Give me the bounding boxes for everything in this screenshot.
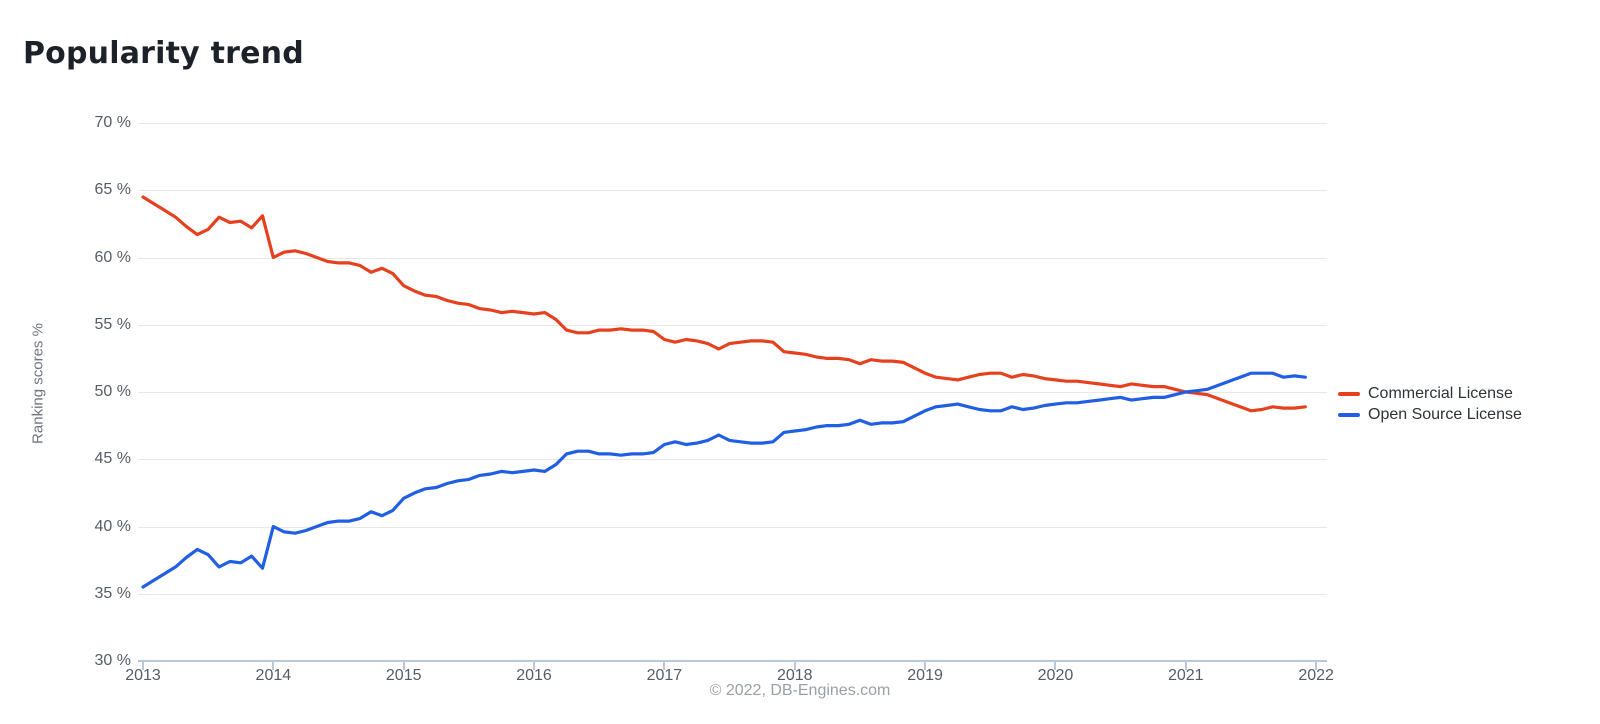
y-tick-label: 55 % [94,315,131,333]
x-tick-label: 2022 [1298,667,1334,684]
x-tick-label: 2015 [385,667,422,684]
y-tick-label: 60 % [94,248,131,266]
x-axis-tick [402,662,405,670]
gridline-70 [138,123,1327,124]
x-axis-tick [663,662,666,670]
x-axis-tick [1184,662,1187,670]
x-tick-label: 2014 [255,667,292,684]
x-axis-line [138,660,1327,662]
gridline-40 [138,526,1327,528]
legend-item-commercial-license: Commercial License [1338,383,1522,404]
legend-label: Open Source License [1368,405,1522,423]
gridline-45 [138,459,1327,461]
x-tick-label: 2017 [646,667,683,684]
legend-label: Commercial License [1368,384,1513,402]
y-tick-label: 35 % [94,584,131,602]
x-axis-tick [272,662,275,670]
page-title: Popularity trend [23,36,304,71]
x-axis-tick [533,662,536,670]
gridline-50 [138,392,1327,393]
series-line-commercial-license [141,195,1307,413]
series-line-open-source-license [141,371,1307,589]
chart-legend: Commercial License Open Source License [1338,383,1522,425]
gridline-35 [138,593,1327,595]
y-tick-label: 45 % [94,450,131,468]
x-axis-tick [793,662,796,670]
x-tick-label: 2018 [776,667,813,684]
x-tick-label: 2013 [125,667,161,684]
x-axis-tick [1054,662,1057,670]
legend-item-open-source-license: Open Source License [1338,404,1522,425]
x-tick-label: 2020 [1037,667,1074,684]
x-tick-label: 2019 [907,667,943,684]
y-tick-label: 50 % [94,383,131,400]
x-tick-label: 2021 [1167,667,1204,684]
gridline-60 [138,257,1327,259]
legend-line-swatch [1338,391,1360,396]
legend-line-swatch [1338,412,1360,417]
x-axis-tick [1315,662,1318,670]
y-tick-label: 30 % [94,652,131,669]
gridline-55 [138,324,1327,326]
y-tick-label: 40 % [94,517,131,535]
gridline-65 [138,190,1327,192]
copyright-text: © 2022, DB-Engines.com [709,682,891,699]
x-axis-tick [924,662,927,670]
x-tick-label: 2016 [516,667,552,684]
y-tick-label: 70 % [94,114,131,131]
y-tick-label: 65 % [94,181,131,199]
x-axis-tick [142,662,144,670]
